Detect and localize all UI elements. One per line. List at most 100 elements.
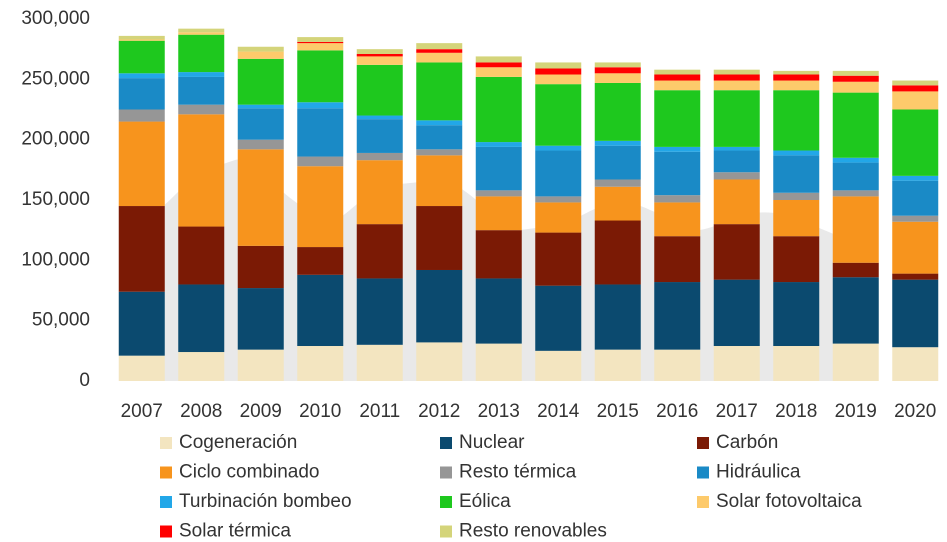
bar-segment bbox=[178, 28, 225, 33]
x-tick-label: 2013 bbox=[478, 401, 520, 422]
bar-segment bbox=[535, 150, 582, 197]
bar-segment bbox=[356, 160, 403, 225]
legend-label: Solar térmica bbox=[179, 521, 291, 542]
legend-label: Ciclo combinado bbox=[179, 462, 319, 483]
legend-label: Turbinación bombeo bbox=[179, 491, 352, 512]
bar-segment bbox=[475, 190, 522, 197]
bar-segment bbox=[773, 74, 820, 81]
legend-swatch bbox=[160, 496, 172, 508]
bar-segment bbox=[594, 62, 641, 68]
bar-segment bbox=[118, 109, 165, 122]
bar-segment bbox=[654, 146, 701, 152]
bar-segment bbox=[416, 120, 463, 126]
legend-swatch bbox=[440, 496, 452, 508]
x-tick-label: 2019 bbox=[835, 401, 877, 422]
bar-segment bbox=[713, 279, 760, 347]
bar-segment bbox=[297, 37, 344, 42]
bar-segment bbox=[297, 50, 344, 103]
bar-segment bbox=[535, 196, 582, 203]
x-tick-label: 2011 bbox=[359, 401, 400, 422]
bar-segment bbox=[118, 40, 165, 74]
x-tick-label: 2016 bbox=[656, 401, 698, 422]
legend-label: Solar fotovoltaica bbox=[716, 491, 862, 512]
legend-label: Hidráulica bbox=[716, 462, 801, 483]
bar-segment bbox=[654, 282, 701, 350]
bar-segment bbox=[654, 90, 701, 147]
bar-segment bbox=[356, 49, 403, 54]
legend-swatch bbox=[160, 437, 172, 449]
bar-segment bbox=[713, 172, 760, 180]
legend-label: Resto renovables bbox=[459, 521, 607, 542]
bar-segment bbox=[832, 75, 879, 82]
bar-segment bbox=[416, 62, 463, 121]
bar-segment bbox=[832, 81, 879, 93]
bar-segment bbox=[654, 236, 701, 283]
bar-segment bbox=[356, 64, 403, 116]
bar-segment bbox=[892, 109, 939, 176]
bar-segment bbox=[416, 43, 463, 50]
bar-segment bbox=[713, 80, 760, 91]
bar-segment bbox=[773, 346, 820, 381]
x-tick-label: 2017 bbox=[716, 401, 758, 422]
legend-swatch bbox=[440, 466, 452, 479]
bar-segment bbox=[773, 236, 820, 283]
bar-segment bbox=[832, 262, 879, 278]
bar-segment bbox=[773, 155, 820, 193]
bar-segment bbox=[654, 69, 701, 75]
bar-segment bbox=[297, 102, 344, 109]
bar-segment bbox=[892, 175, 939, 181]
bar-segment bbox=[535, 202, 582, 233]
bar-segment bbox=[832, 190, 879, 197]
legend-label: Resto térmica bbox=[459, 462, 577, 483]
bar-segment bbox=[594, 73, 641, 83]
bar-segment bbox=[594, 67, 641, 74]
legend-label: Nuclear bbox=[459, 432, 525, 453]
bar-segment bbox=[297, 108, 344, 157]
bar-segment bbox=[892, 180, 939, 216]
bar-segment bbox=[475, 230, 522, 279]
bar-segment bbox=[237, 46, 284, 52]
legend-swatch bbox=[160, 525, 172, 538]
bar-segment bbox=[178, 34, 225, 73]
bar-segment bbox=[237, 245, 284, 289]
x-tick-label: 2008 bbox=[180, 401, 222, 422]
bar-segment bbox=[594, 349, 641, 381]
bar-segment bbox=[535, 285, 582, 351]
bar-segment bbox=[237, 349, 284, 381]
bar-segment bbox=[416, 155, 463, 207]
bar-segment bbox=[713, 69, 760, 75]
bar-segment bbox=[892, 91, 939, 110]
bar-segment bbox=[475, 278, 522, 344]
bar-segment bbox=[594, 140, 641, 146]
bar-segment bbox=[178, 226, 225, 285]
bar-segment bbox=[475, 56, 522, 63]
y-tick-label: 0 bbox=[79, 370, 90, 391]
bar-segment bbox=[892, 273, 939, 280]
legend-swatch bbox=[160, 466, 172, 479]
bar-segment bbox=[773, 150, 820, 156]
bar-segment bbox=[237, 51, 284, 59]
bar-segment bbox=[773, 282, 820, 347]
x-tick-label: 2014 bbox=[537, 401, 580, 422]
bar-segment bbox=[535, 350, 582, 381]
bar-segment bbox=[297, 156, 344, 167]
bar-segment bbox=[237, 58, 284, 105]
bar-segment bbox=[892, 80, 939, 86]
bar-segment bbox=[356, 152, 403, 161]
x-tick-label: 2015 bbox=[597, 401, 639, 422]
legend-label: Carbón bbox=[716, 432, 778, 453]
bar-segment bbox=[654, 349, 701, 381]
bar-segment bbox=[832, 92, 879, 158]
bar-segment bbox=[237, 288, 284, 350]
bar-segment bbox=[297, 41, 344, 44]
bar-segment bbox=[594, 145, 641, 180]
bar-segment bbox=[892, 347, 939, 381]
bar-segment bbox=[892, 221, 939, 274]
bar-segment bbox=[297, 166, 344, 248]
bar-segment bbox=[773, 200, 820, 237]
legend-swatch bbox=[697, 466, 709, 479]
bar-segment bbox=[654, 74, 701, 81]
bar-segment bbox=[773, 70, 820, 75]
bar-segment bbox=[654, 80, 701, 91]
